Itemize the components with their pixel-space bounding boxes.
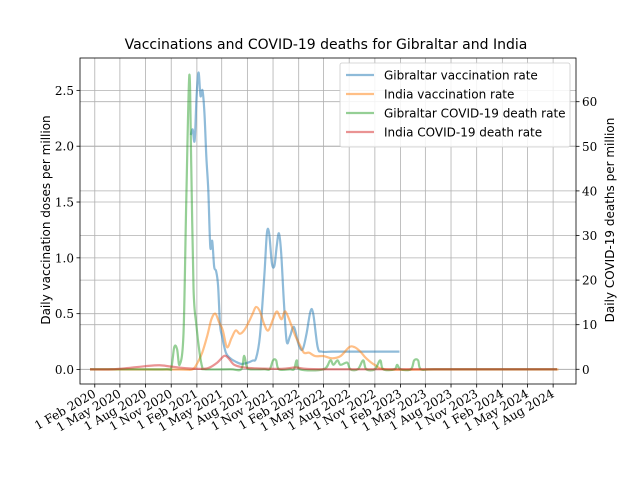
y2-tick-label: 10 bbox=[582, 318, 597, 332]
series-line-4 bbox=[90, 354, 558, 371]
y2-tick-label: 30 bbox=[582, 229, 597, 243]
chart-title: Vaccinations and COVID-19 deaths for Gib… bbox=[125, 37, 528, 53]
y2-tick-label: 50 bbox=[582, 140, 597, 154]
y-tick-label: 0.0 bbox=[55, 363, 74, 377]
y2-tick-label: 0 bbox=[582, 363, 590, 377]
legend-label-4: India COVID-19 death rate bbox=[384, 126, 542, 140]
series-line-2 bbox=[90, 305, 559, 371]
legend-label-1: Gibraltar vaccination rate bbox=[384, 69, 538, 83]
y-tick-label: 1.0 bbox=[55, 251, 74, 265]
plot-frame bbox=[79, 57, 577, 385]
y-axis-label: Daily vaccination doses per million bbox=[39, 115, 53, 324]
series-lines bbox=[90, 71, 559, 372]
legend: Gibraltar vaccination rate India vaccinat… bbox=[339, 62, 571, 148]
y2-tick-label: 40 bbox=[582, 184, 597, 198]
y-tick-label: 0.5 bbox=[55, 307, 74, 321]
y2-tick-label: 20 bbox=[582, 274, 597, 288]
legend-label-3: Gibraltar COVID-19 death rate bbox=[384, 107, 566, 121]
y2-axis-label: Daily COVID-19 deaths per million bbox=[603, 118, 617, 323]
y2-tick-label: 60 bbox=[582, 95, 597, 109]
legend-box bbox=[339, 62, 571, 148]
series-line-1 bbox=[189, 71, 400, 366]
y-tick-label: 2.5 bbox=[55, 84, 74, 98]
y-tick-label: 2.0 bbox=[55, 140, 74, 154]
legend-label-2: India vaccination rate bbox=[384, 88, 514, 102]
y-tick-label: 1.5 bbox=[55, 196, 74, 210]
